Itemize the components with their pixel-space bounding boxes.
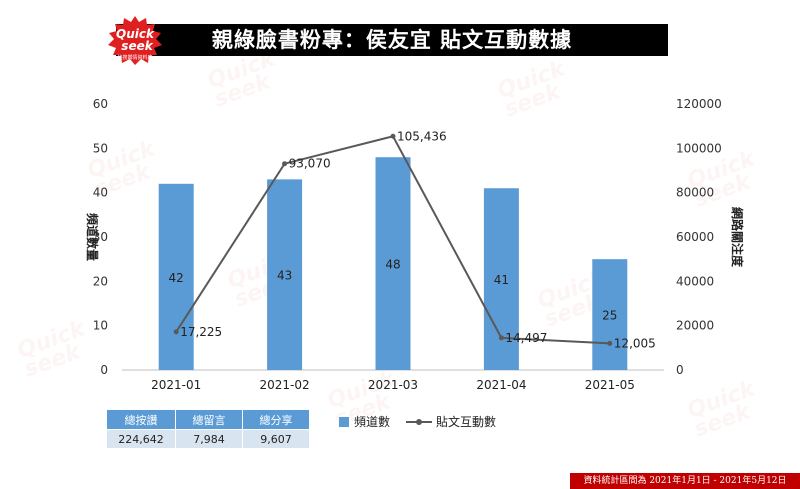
- x-tick-label: 2021-01: [151, 378, 201, 392]
- y-tick-label: 10: [93, 319, 108, 333]
- y2-tick-label: 120000: [676, 97, 722, 111]
- total-shares-header: 總分享: [242, 409, 310, 430]
- total-likes-value: 224,642: [106, 429, 176, 449]
- bar: [375, 157, 411, 370]
- bar-value-label: 25: [602, 309, 617, 323]
- y-tick-label: 20: [93, 274, 108, 288]
- y2-tick-label: 80000: [676, 186, 714, 200]
- bar-value-label: 41: [494, 273, 509, 287]
- y2-tick-label: 100000: [676, 141, 722, 155]
- legend-bar-label: 頻道數: [354, 415, 391, 429]
- x-tick-label: 2021-02: [260, 378, 310, 392]
- bar: [592, 259, 628, 370]
- bar-value-label: 48: [385, 258, 400, 272]
- bar: [158, 183, 194, 370]
- y2-tick-label: 20000: [676, 319, 714, 333]
- total-shares-value: 9,607: [242, 429, 310, 449]
- y-tick-label: 40: [93, 186, 108, 200]
- y-tick-label: 30: [93, 230, 108, 244]
- y2-axis-label: 網路關注度: [730, 207, 745, 268]
- logo-tagline: 快搜輿情資料庫: [117, 54, 152, 61]
- line-value-label: 105,436: [397, 129, 447, 143]
- date-range-footer: 資料統計區間為 2021年1月1日 - 2021年5月12日: [570, 473, 800, 489]
- bar-value-label: 42: [169, 271, 184, 285]
- total-comments-value: 7,984: [175, 429, 243, 449]
- y2-tick-label: 40000: [676, 274, 714, 288]
- bar-series: 42 43 48 41 25: [158, 157, 628, 370]
- totals-value-row: 224,642 7,984 9,607: [106, 429, 310, 449]
- line-point: [173, 329, 179, 335]
- legend-line-label: 貼文互動數: [436, 415, 497, 429]
- y-tick-label: 0: [100, 363, 108, 377]
- left-axis: 0 10 20 30 40 50 60: [93, 97, 108, 377]
- line-point: [607, 340, 613, 346]
- y-tick-label: 60: [93, 97, 108, 111]
- line-value-label: 14,497: [505, 331, 547, 345]
- right-axis: 0 20000 40000 60000 80000 100000 120000: [676, 97, 722, 377]
- total-likes-header: 總按讚: [106, 409, 176, 430]
- bar: [267, 179, 303, 370]
- y2-tick-label: 60000: [676, 230, 714, 244]
- line-series: 17,225 93,070 105,436 14,497 12,005: [173, 129, 656, 350]
- total-comments-header: 總留言: [175, 409, 243, 430]
- logo-line1: Quick: [116, 27, 155, 41]
- totals-header-row: 總按讚 總留言 總分享: [106, 409, 310, 430]
- totals-table: 總按讚 總留言 總分享 224,642 7,984 9,607: [106, 409, 310, 449]
- chart-title: 親綠臉書粉專：侯友宜 貼文互動數據: [116, 24, 668, 56]
- chart-legend: 頻道數 貼文互動數: [339, 413, 496, 430]
- x-tick-label: 2021-03: [368, 378, 418, 392]
- x-tick-label: 2021-04: [476, 378, 526, 392]
- line-point: [390, 133, 396, 139]
- x-tick-label: 2021-05: [585, 378, 635, 392]
- quickseek-logo: Quick seek 快搜輿情資料庫: [104, 12, 166, 68]
- bar-value-label: 43: [277, 269, 292, 283]
- line-point: [498, 335, 504, 341]
- y-tick-label: 50: [93, 141, 108, 155]
- logo-line2: seek: [121, 39, 153, 53]
- line-value-label: 17,225: [180, 325, 222, 339]
- y-axis-label: 頻道數量: [85, 213, 100, 261]
- y2-tick-label: 0: [676, 363, 684, 377]
- line-point: [282, 161, 288, 167]
- line-value-label: 12,005: [614, 336, 656, 350]
- x-axis-ticks: 2021-01 2021-02 2021-03 2021-04 2021-05: [151, 378, 635, 392]
- legend-line-swatch: [406, 417, 433, 427]
- legend-bar-swatch: [339, 416, 349, 427]
- line-value-label: 93,070: [289, 157, 331, 171]
